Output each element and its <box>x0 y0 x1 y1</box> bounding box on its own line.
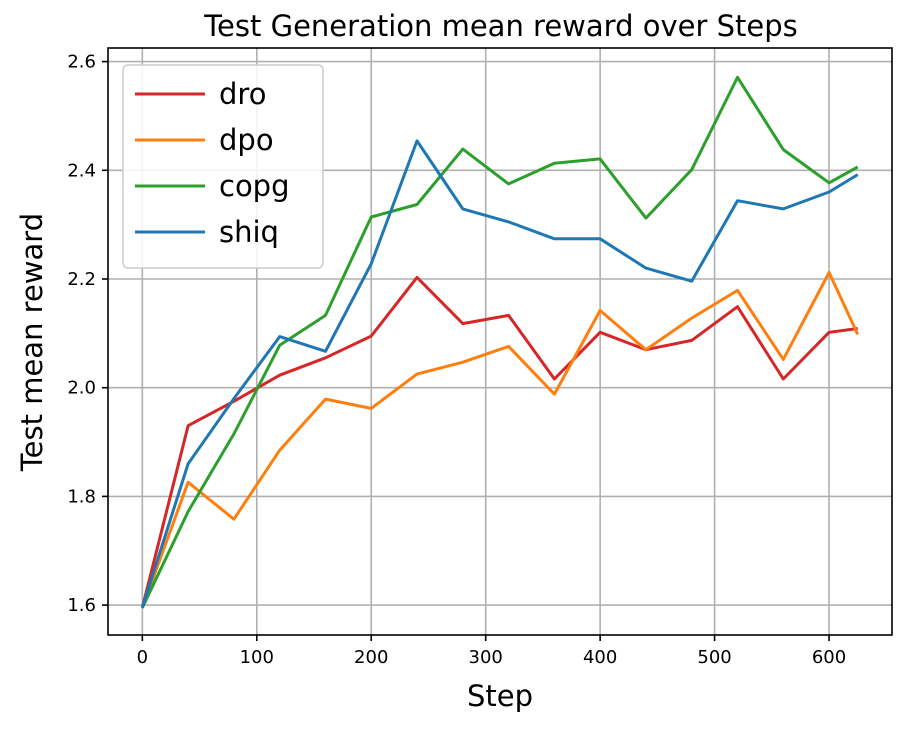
y-tick-label: 1.8 <box>67 486 96 507</box>
legend-label-shiq: shiq <box>219 215 279 249</box>
y-tick-label: 2.6 <box>67 52 96 73</box>
x-tick-label: 500 <box>697 647 731 668</box>
y-tick-label: 1.6 <box>67 595 96 616</box>
x-axis-ticks: 0 100 200 300 400 500 600 <box>137 635 846 668</box>
chart-title: Test Generation mean reward over Steps <box>203 9 797 43</box>
y-tick-label: 2.0 <box>67 378 96 399</box>
series-line-dpo <box>140 271 860 609</box>
x-tick-label: 600 <box>812 647 846 668</box>
y-axis-label: Test mean reward <box>15 213 49 472</box>
x-tick-label: 200 <box>354 647 388 668</box>
x-tick-label: 300 <box>469 647 503 668</box>
legend-label-dpo: dpo <box>219 123 274 157</box>
y-axis-ticks: 1.6 1.8 2.0 2.2 2.4 2.6 <box>67 52 108 616</box>
y-tick-label: 2.2 <box>67 269 96 290</box>
legend: dro dpo copg shiq <box>122 64 324 269</box>
series-line-copg <box>140 75 859 609</box>
plot-area-frame <box>107 47 893 636</box>
x-tick-label: 100 <box>240 647 274 668</box>
series-lines <box>140 75 860 609</box>
x-tick-label: 400 <box>583 647 617 668</box>
y-tick-label: 2.4 <box>67 160 96 181</box>
series-line-shiq <box>140 139 859 609</box>
legend-label-dro: dro <box>219 77 266 111</box>
legend-box <box>122 64 324 269</box>
x-tick-label: 0 <box>137 647 148 668</box>
series-line-dro <box>140 275 858 609</box>
x-axis-label: Step <box>467 679 533 713</box>
legend-label-copg: copg <box>219 169 290 203</box>
